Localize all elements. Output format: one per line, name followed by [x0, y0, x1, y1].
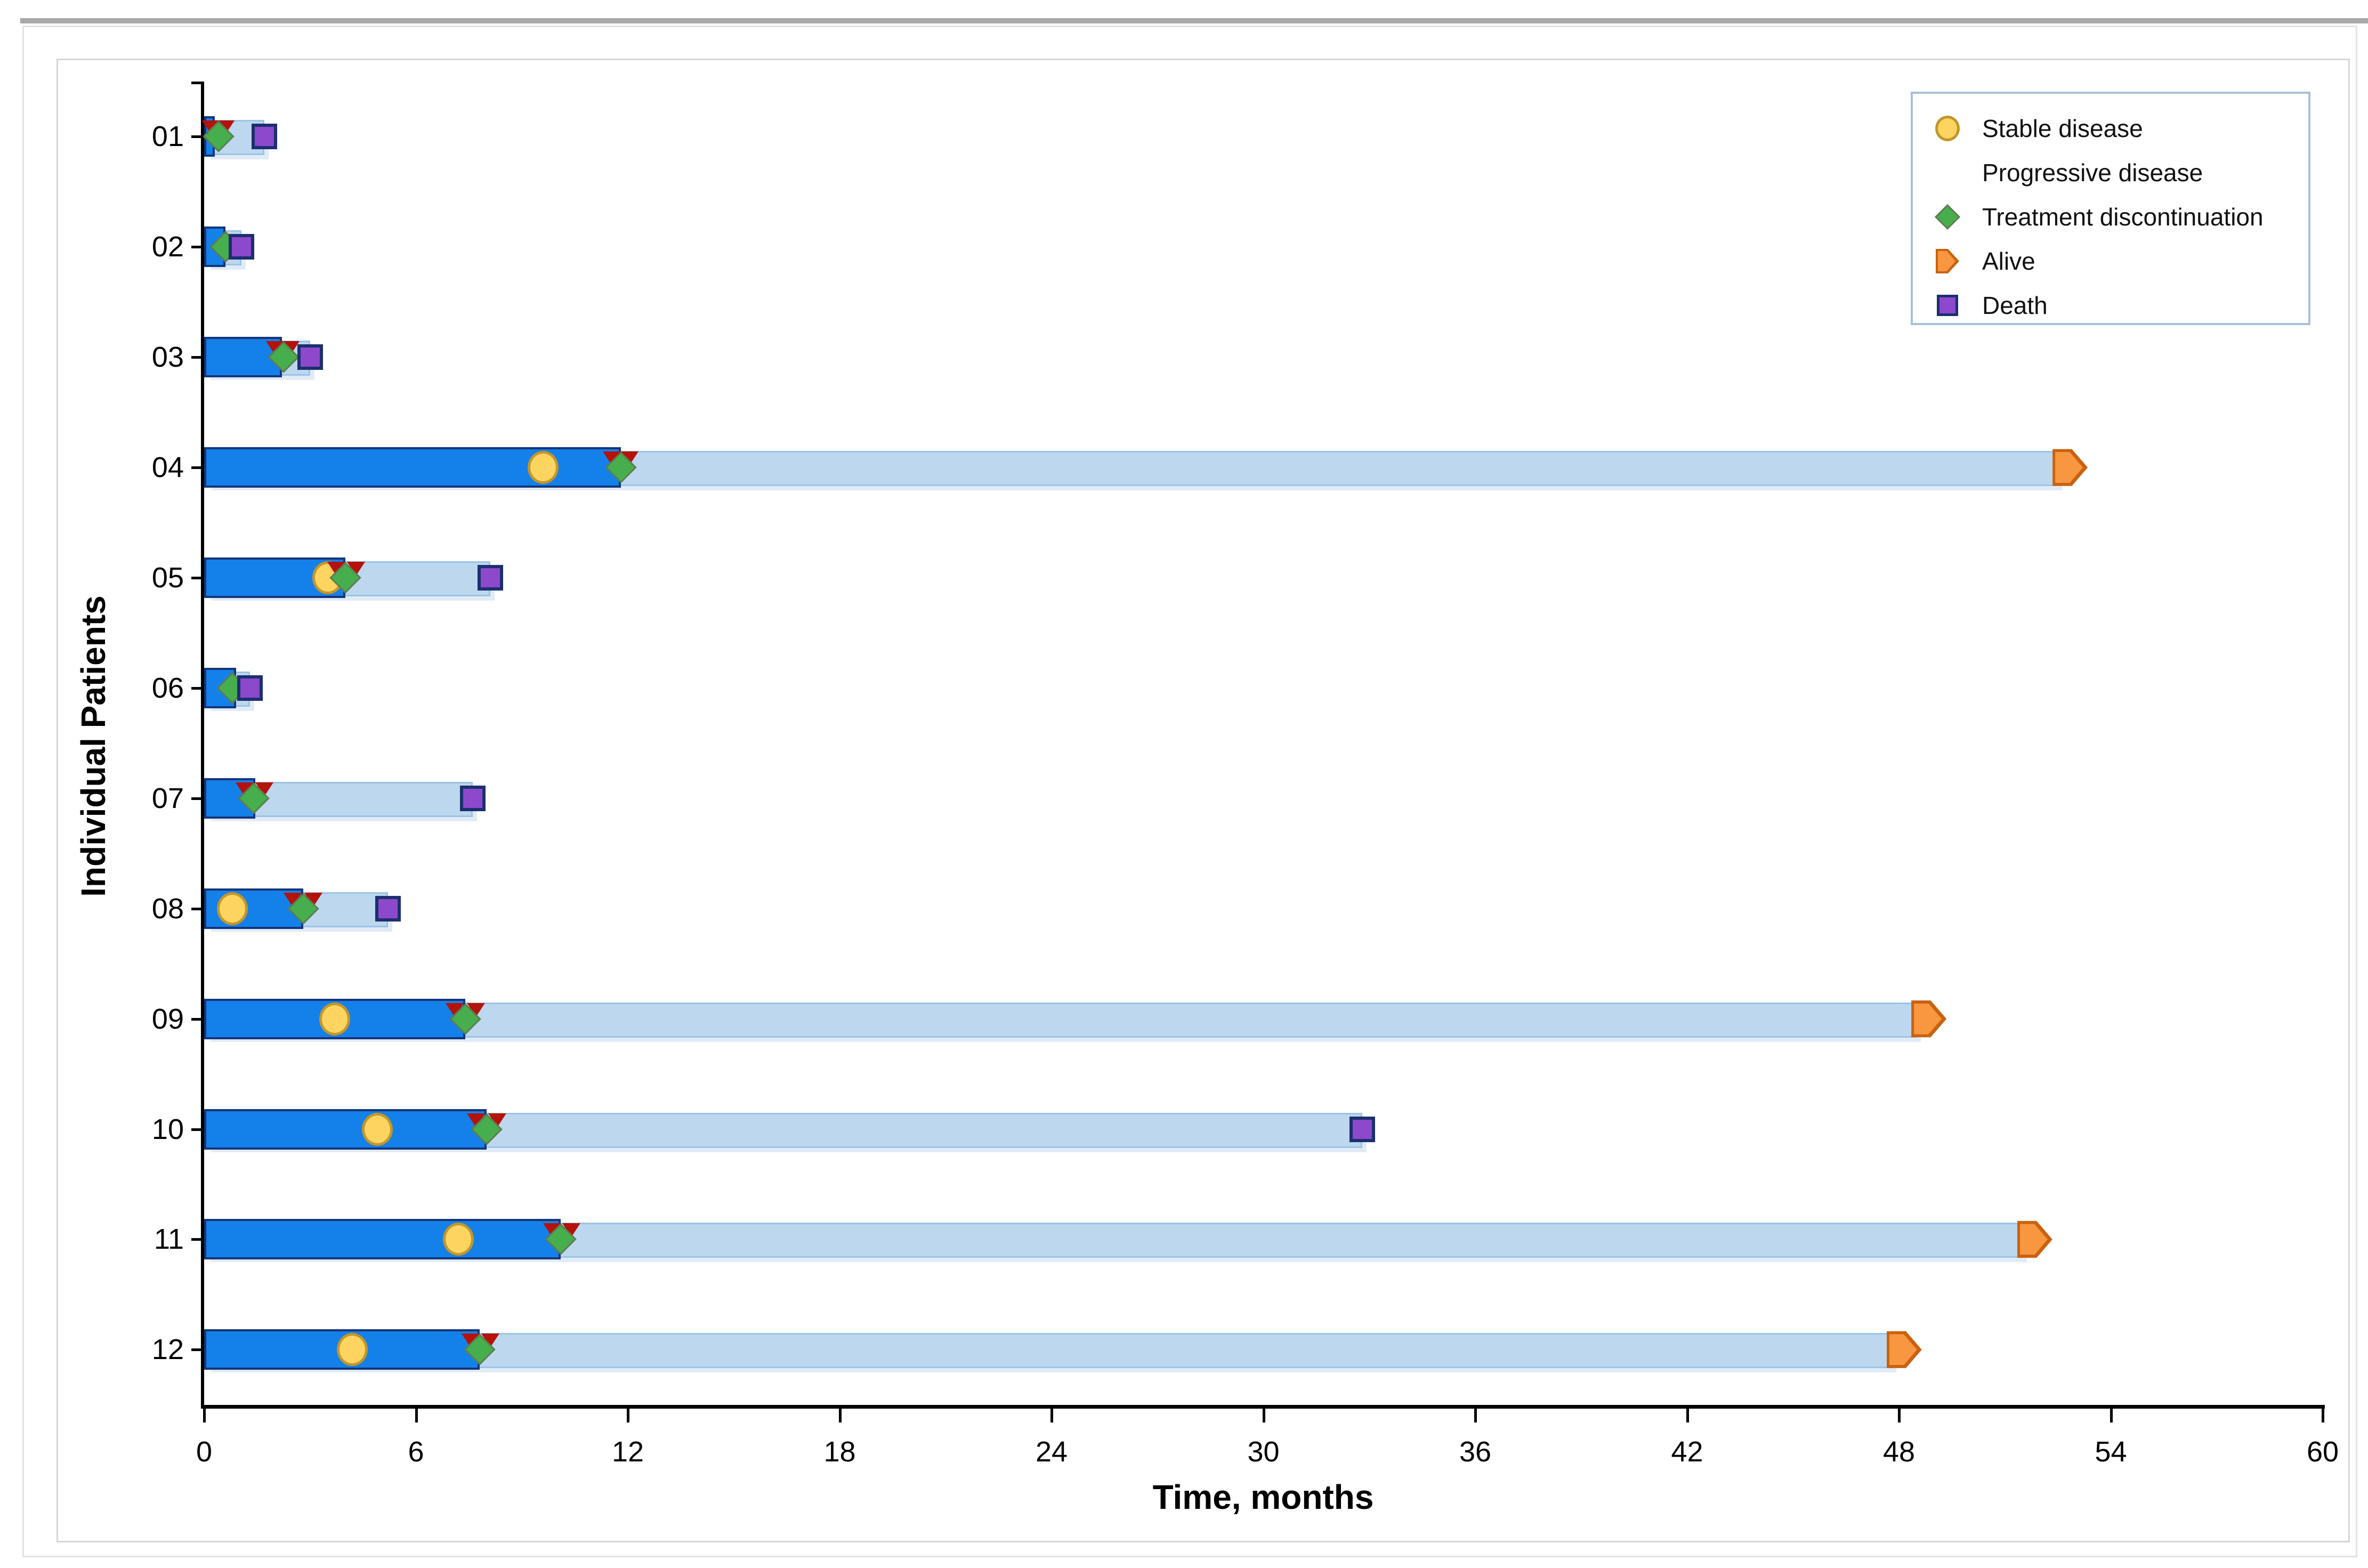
x-tick-label: 24 [1035, 1436, 1068, 1468]
x-tick-label: 48 [1882, 1436, 1916, 1468]
x-tick-label: 18 [823, 1436, 856, 1468]
y-tick-label: 06 [151, 672, 184, 704]
x-tick [415, 1409, 418, 1422]
y-tick-label: 10 [151, 1113, 184, 1145]
death-marker [297, 344, 323, 370]
square-legend-icon [1913, 295, 1982, 316]
legend-label: Progressive disease [1982, 159, 2203, 187]
x-tick [203, 1409, 206, 1422]
y-tick [191, 907, 202, 910]
x-tick [2322, 1409, 2324, 1422]
stable-disease-marker [443, 1223, 474, 1256]
y-tick-label: 01 [151, 120, 184, 153]
pentagon-legend-icon [1913, 248, 1982, 274]
alive-icon [1936, 248, 1959, 274]
y-tick-label: 05 [151, 562, 184, 594]
x-tick-label: 30 [1247, 1436, 1280, 1468]
legend-items: Stable disease Progressive disease Treatme… [1913, 94, 2308, 327]
legend-box: Stable disease Progressive disease Treatme… [1911, 92, 2310, 325]
death-marker [237, 675, 263, 701]
y-axis-end-tick [191, 82, 202, 84]
y-tick [191, 577, 202, 580]
stable-disease-marker [337, 1333, 368, 1367]
circle-icon [1935, 116, 1960, 141]
y-tick [191, 1017, 202, 1021]
alive-icon-fill [1938, 251, 1955, 271]
y-tick-label: 09 [151, 1003, 184, 1035]
x-tick [1474, 1409, 1477, 1422]
y-tick-label: 11 [153, 1223, 184, 1256]
y-tick [191, 1348, 202, 1352]
window-top-divider [20, 18, 2368, 23]
x-tick-label: 12 [611, 1436, 644, 1468]
x-tick-label: 36 [1459, 1436, 1492, 1468]
square-icon [1937, 295, 1958, 316]
y-tick-label: 08 [151, 892, 184, 925]
legend-item: Progressive disease [1913, 151, 2308, 194]
y-tick [191, 135, 202, 139]
legend-item: Alive [1913, 240, 2308, 282]
x-axis-title: Time, months [1152, 1478, 1374, 1516]
stable-disease-marker [319, 1002, 351, 1036]
y-tick [191, 686, 202, 690]
death-marker [375, 895, 401, 922]
stable-disease-marker [217, 892, 248, 925]
x-axis-line [201, 1405, 2325, 1409]
stable-disease-marker [528, 451, 559, 484]
treatment-bar [204, 1219, 561, 1260]
y-tick [191, 356, 202, 359]
x-tick-label: 0 [196, 1436, 213, 1468]
x-tick [2110, 1409, 2113, 1422]
y-tick-label: 02 [151, 231, 184, 263]
death-marker [1349, 1116, 1375, 1142]
y-tick [191, 1238, 202, 1241]
survival-bar [207, 1002, 1917, 1038]
legend-item: Stable disease [1913, 107, 2308, 150]
y-axis-line [201, 82, 204, 1409]
x-tick [1898, 1409, 1901, 1422]
death-marker [251, 124, 277, 150]
x-tick [1050, 1409, 1053, 1422]
stable-disease-marker [361, 1112, 393, 1146]
x-tick [627, 1409, 629, 1422]
y-tick-label: 04 [151, 451, 184, 484]
diamond-legend-icon [1913, 204, 1982, 230]
legend-item: Treatment discontinuation [1913, 196, 2308, 238]
y-axis-title: Individual Patients [74, 595, 112, 897]
legend-label: Death [1982, 292, 2048, 319]
x-tick-label: 6 [408, 1436, 424, 1468]
x-tick-label: 42 [1671, 1436, 1703, 1468]
y-tick [191, 466, 202, 470]
treatment-bar [204, 1109, 487, 1150]
y-tick-label: 03 [151, 341, 184, 374]
y-tick [191, 1128, 202, 1131]
legend-label: Stable disease [1982, 115, 2143, 142]
legend-item: Death [1913, 284, 2308, 327]
x-tick [1262, 1409, 1265, 1422]
death-marker [459, 785, 486, 811]
legend-label: Alive [1982, 247, 2035, 275]
x-tick-label: 54 [2095, 1436, 2127, 1468]
death-marker [228, 234, 254, 260]
legend-label: Treatment discontinuation [1982, 203, 2264, 231]
death-marker [477, 565, 503, 591]
circle-legend-icon [1913, 116, 1982, 141]
y-tick-label: 07 [151, 782, 184, 814]
x-tick-label: 60 [2306, 1436, 2339, 1468]
x-tick [838, 1409, 842, 1422]
alive-marker [2052, 449, 2088, 486]
y-tick [191, 797, 202, 800]
diamond-icon [1934, 204, 1961, 230]
x-tick [1686, 1409, 1689, 1422]
y-tick [191, 246, 202, 249]
y-tick-label: 12 [151, 1333, 184, 1366]
